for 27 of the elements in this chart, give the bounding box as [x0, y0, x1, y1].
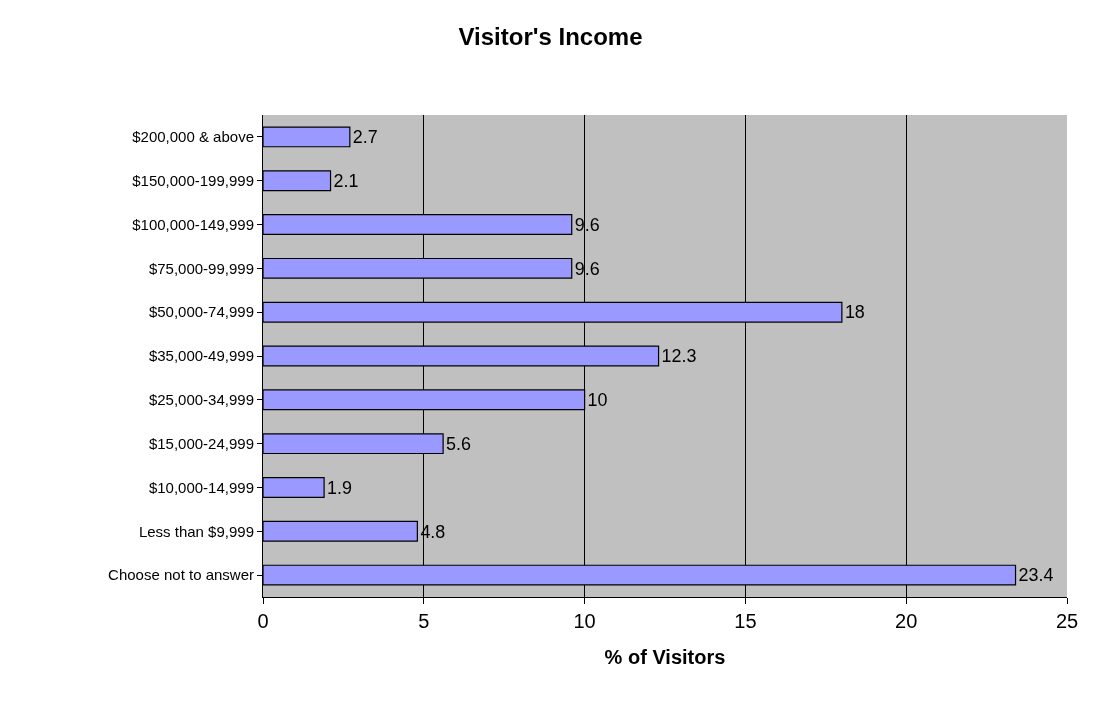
y-tick-label: $25,000-34,999	[148, 391, 254, 409]
x-tick-label: 20	[895, 610, 918, 632]
chart-title: Visitor's Income	[458, 22, 643, 50]
x-tick-label: 0	[257, 610, 269, 632]
x-axis-title: % of Visitors	[604, 645, 726, 668]
data-label: 18	[844, 302, 865, 323]
y-tick-label: Choose not to answer	[108, 566, 254, 584]
data-label: 12.3	[661, 346, 697, 367]
data-label: 23.4	[1018, 565, 1054, 586]
data-label: 5.6	[446, 433, 472, 454]
y-tick-label: $50,000-74,999	[148, 303, 254, 321]
data-label: 2.1	[333, 171, 359, 191]
y-tick-label: $200,000 & above	[132, 128, 254, 146]
y-tick-label: $75,000-99,999	[148, 259, 254, 277]
y-tick-label: $10,000-14,999	[148, 478, 254, 496]
y-tick-label: Less than $9,999	[138, 522, 254, 540]
x-tick-label: 15	[734, 610, 757, 632]
data-label: 10	[587, 390, 608, 411]
x-tick-label: 25	[1055, 610, 1079, 632]
y-tick-label: $150,000-199,999	[132, 171, 254, 189]
y-tick-label: $100,000-149,999	[132, 215, 254, 233]
x-tick-label: 10	[573, 610, 596, 632]
data-label: 1.9	[327, 477, 353, 498]
y-tick-label: $15,000-24,999	[148, 434, 254, 452]
y-tick-label: $35,000-49,999	[148, 347, 254, 365]
data-label: 2.7	[352, 127, 378, 148]
x-tick-label: 5	[418, 610, 430, 632]
